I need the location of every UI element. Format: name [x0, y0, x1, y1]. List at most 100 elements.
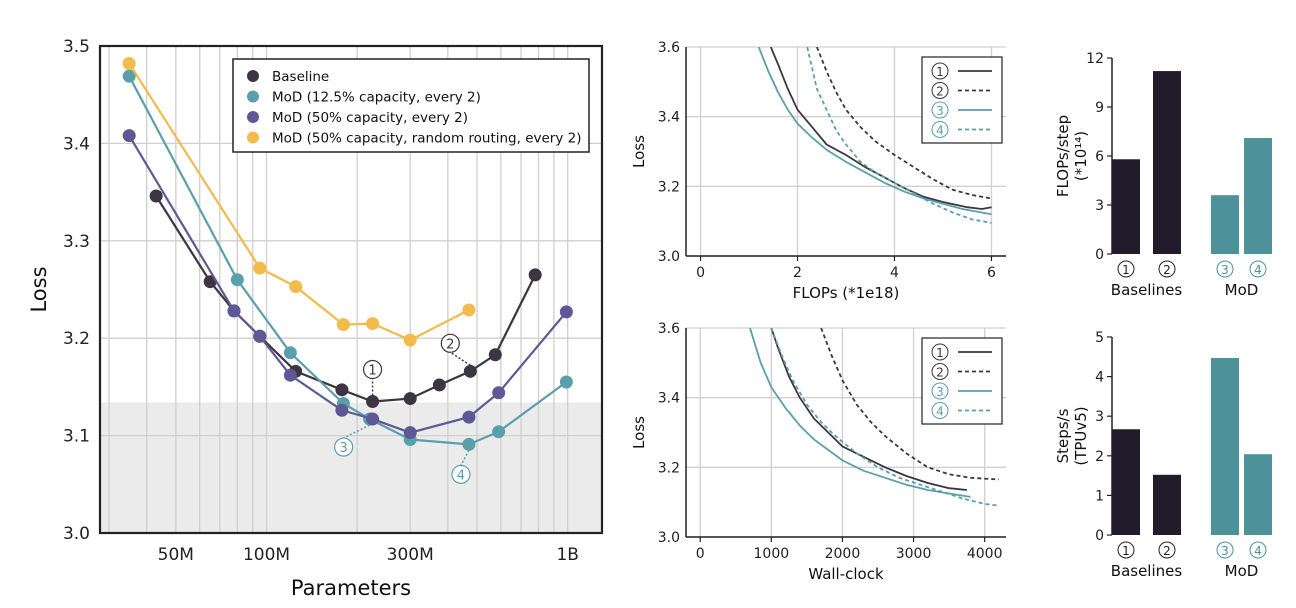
group-label: Baselines: [1111, 562, 1183, 580]
y-tick-label: 3.2: [658, 460, 680, 476]
annotation-leader: [460, 450, 470, 466]
data-point: [149, 189, 163, 203]
annotation-badge: [440, 333, 460, 353]
series-line: [770, 328, 967, 491]
data-point: [336, 318, 350, 332]
y-tick-label: 3.4: [63, 134, 90, 154]
data-point: [122, 57, 136, 71]
legend-badge: [931, 101, 949, 119]
data-point: [432, 378, 446, 392]
data-point: [462, 437, 476, 451]
x-tick-label: 300M: [387, 545, 434, 565]
bar: [1211, 357, 1239, 535]
series-line: [155, 195, 537, 403]
x-tick-label: 6: [987, 265, 996, 281]
y-tick-label: 3.5: [63, 37, 90, 57]
category-label: 3: [1221, 544, 1229, 558]
data-point: [283, 346, 297, 360]
data-point: [559, 305, 573, 319]
y-tick-label: 3.0: [63, 524, 90, 544]
y-tick-label: 0: [1095, 528, 1104, 544]
x-tick-label: 1000: [754, 546, 790, 562]
data-point: [283, 368, 297, 382]
y-tick-label: 3.2: [63, 329, 90, 349]
legend-marker: [247, 111, 259, 123]
plot-frame: [98, 44, 604, 535]
data-point: [403, 333, 417, 347]
category-label: 4: [1254, 544, 1262, 558]
y-axis-label: FLOPs/step: [1054, 115, 1072, 197]
steps_s-chart: 0 1 2 3 4 5 1 2 3 4 Baselines MoD Steps/s (TPUv5): [1054, 330, 1272, 580]
data-point: [462, 410, 476, 424]
y-tick-label: 3.4: [658, 391, 680, 407]
y-tick-label: 9: [1095, 100, 1104, 116]
group-label: Baselines: [1111, 281, 1183, 299]
data-point: [335, 403, 349, 417]
data-point: [122, 129, 136, 143]
category-badge: [1158, 260, 1176, 278]
category-label: 1: [1122, 544, 1130, 558]
legend-badge: [931, 343, 949, 361]
series-line: [128, 135, 568, 434]
y-axis-label: Loss: [630, 135, 648, 168]
category-badge: [1117, 541, 1135, 559]
x-tick-label: 100M: [243, 545, 290, 565]
data-point: [492, 425, 506, 439]
data-point: [227, 304, 241, 318]
data-point: [403, 392, 417, 406]
data-point: [366, 412, 380, 426]
data-point: [463, 364, 477, 378]
x-tick-label: 50M: [158, 545, 194, 565]
data-point: [488, 348, 502, 362]
y-tick-label: 2: [1095, 449, 1104, 465]
y-tick-label: 4: [1095, 370, 1104, 386]
legend-label: 2: [936, 366, 944, 380]
wallclock-chart: 3.0 3.2 3.4 3.6 0 1000 2000 3000 4000 Wall-clock L…: [630, 321, 1006, 583]
x-axis-label: Parameters: [291, 576, 411, 600]
annotation-label: 1: [368, 364, 376, 379]
legend-marker: [247, 90, 259, 103]
legend-label: 3: [936, 385, 944, 399]
annotation-label: 3: [339, 441, 347, 456]
y-tick-label: 12: [1086, 51, 1104, 67]
legend-badge: [931, 402, 949, 419]
series-line: [816, 47, 992, 200]
x-tick-label: 3000: [896, 546, 932, 562]
legend-badge: [931, 382, 949, 400]
flops-chart: 3.0 3.2 3.4 3.6 0 2 4 6 FLOPs (*1e18) Loss 1 2 3 4: [630, 40, 1006, 302]
shaded-region: [100, 402, 602, 533]
y-tick-label: 3.6: [658, 321, 680, 337]
annotation-leader: [343, 424, 370, 439]
category-badge: [1117, 260, 1135, 278]
legend-label: 1: [936, 346, 944, 360]
annotation-badge: [451, 464, 471, 484]
series-line: [770, 328, 1000, 507]
y-tick-label: 3.1: [63, 427, 90, 447]
y-axis-label: (*10¹⁴): [1072, 131, 1090, 181]
category-badge: [1216, 541, 1234, 559]
main-chart: 3.0 3.1 3.2 3.3 3.4 3.5 50M 100M 300M 1B Parameter…: [27, 37, 604, 600]
x-tick-label: 4000: [967, 546, 1003, 562]
data-point: [462, 303, 476, 317]
y-tick-label: 3.2: [658, 179, 680, 195]
y-tick-label: 1: [1095, 488, 1104, 504]
legend-box: [232, 58, 590, 153]
bar: [1112, 159, 1140, 254]
y-tick-label: 0: [1095, 247, 1104, 263]
legend-label: MoD (12.5% capacity, every 2): [272, 90, 481, 106]
category-badge: [1216, 260, 1234, 278]
legend-badge: [931, 82, 949, 99]
annotation-label: 2: [446, 337, 454, 352]
y-tick-label: 3.6: [658, 40, 680, 56]
y-tick-label: 3: [1095, 409, 1104, 425]
x-tick-label: 2000: [825, 546, 861, 562]
data-point: [366, 317, 380, 331]
y-axis-label: Loss: [27, 266, 51, 312]
data-point: [289, 280, 303, 294]
x-tick-label: 2: [793, 265, 802, 281]
legend-label: 4: [936, 124, 944, 138]
data-point: [253, 261, 267, 275]
legend-label: 4: [936, 405, 944, 419]
annotation-leader: [449, 351, 471, 366]
